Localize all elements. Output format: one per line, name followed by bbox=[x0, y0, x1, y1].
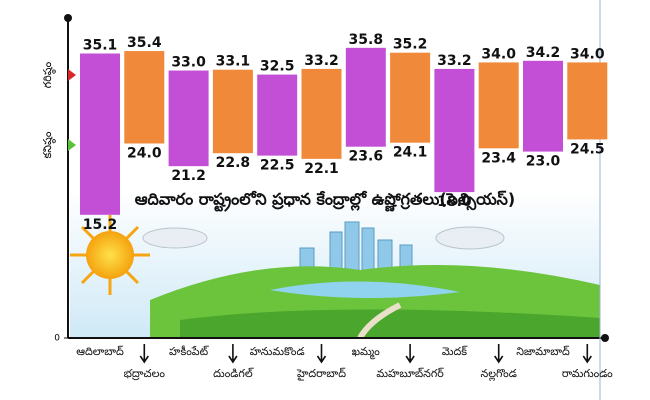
min-label: 21.2 bbox=[171, 168, 206, 184]
x-tick-label: మెదక్ bbox=[442, 345, 468, 358]
chart-title: ఆదివారం రాష్ట్రంలోని ప్రధాన కేంద్రాల్లో … bbox=[135, 190, 515, 213]
min-label: 23.0 bbox=[526, 154, 561, 170]
max-label: 35.1 bbox=[83, 38, 118, 54]
x-tick-label: ఆదిలాబాద్ bbox=[76, 345, 124, 358]
range-bar bbox=[212, 69, 253, 154]
x-tick-label: హకీంపేట్ bbox=[169, 345, 210, 358]
max-label: 33.2 bbox=[304, 53, 339, 69]
y-tick-label: 0 bbox=[54, 334, 60, 344]
min-label: 22.8 bbox=[216, 155, 251, 171]
legend-marker bbox=[68, 139, 76, 151]
range-bar bbox=[478, 62, 519, 149]
max-label: 34.0 bbox=[481, 46, 516, 62]
legend-label: గరిష్ఠం bbox=[41, 61, 56, 88]
min-label: 15.2 bbox=[83, 217, 118, 233]
category-arrow bbox=[228, 344, 238, 364]
max-label: 35.2 bbox=[393, 37, 428, 53]
x-tick-label: మహబూబ్‌నగర్ bbox=[376, 367, 444, 380]
range-bar bbox=[390, 52, 431, 143]
x-tick-label: నల్లగొండ bbox=[480, 367, 516, 382]
x-tick-label: దుండిగల్ bbox=[213, 367, 254, 380]
category-arrow bbox=[139, 344, 149, 364]
range-bar bbox=[257, 74, 298, 156]
range-bar bbox=[523, 60, 563, 152]
legend-label: కనిష్ఠం bbox=[41, 131, 56, 158]
max-label: 33.2 bbox=[437, 53, 472, 69]
x-tick-label: ఖమ్మం bbox=[352, 345, 381, 360]
range-bar bbox=[168, 70, 209, 167]
min-label: 24.1 bbox=[393, 145, 428, 161]
x-tick-label: నిజామాబాద్ bbox=[516, 345, 570, 358]
category-arrow bbox=[494, 344, 504, 364]
x-tick-label: హైదరాబాద్ bbox=[296, 367, 346, 381]
max-label: 32.5 bbox=[260, 59, 295, 75]
range-bar bbox=[301, 68, 342, 159]
max-label: 33.0 bbox=[171, 55, 206, 71]
range-bar bbox=[345, 47, 386, 147]
max-label: 34.2 bbox=[526, 45, 561, 61]
category-arrow bbox=[316, 344, 327, 364]
min-label: 23.6 bbox=[349, 149, 384, 165]
min-label: 23.4 bbox=[481, 150, 516, 166]
x-tick-label: భద్రాచలం bbox=[124, 367, 166, 381]
category-arrow bbox=[582, 344, 592, 364]
background-scene bbox=[70, 190, 600, 340]
x-tick-label: హనుమకొండ bbox=[250, 345, 305, 358]
range-bar bbox=[80, 53, 120, 215]
max-label: 34.0 bbox=[570, 46, 605, 62]
min-label: 18.0 bbox=[437, 194, 472, 210]
category-arrow bbox=[405, 344, 415, 364]
axis-dot bbox=[601, 334, 609, 342]
min-label: 24.5 bbox=[570, 141, 605, 157]
axis-dot bbox=[64, 14, 72, 22]
max-label: 33.1 bbox=[216, 54, 251, 70]
min-label: 22.1 bbox=[304, 161, 339, 177]
max-label: 35.8 bbox=[349, 32, 384, 48]
x-tick-label: రామగుండం bbox=[562, 367, 613, 380]
legend-marker bbox=[68, 69, 76, 81]
max-label: 35.4 bbox=[127, 35, 162, 51]
min-label: 24.0 bbox=[127, 145, 162, 161]
range-bar bbox=[434, 68, 475, 193]
min-label: 22.5 bbox=[260, 158, 295, 174]
range-bar bbox=[124, 51, 165, 144]
range-bar bbox=[567, 62, 608, 140]
